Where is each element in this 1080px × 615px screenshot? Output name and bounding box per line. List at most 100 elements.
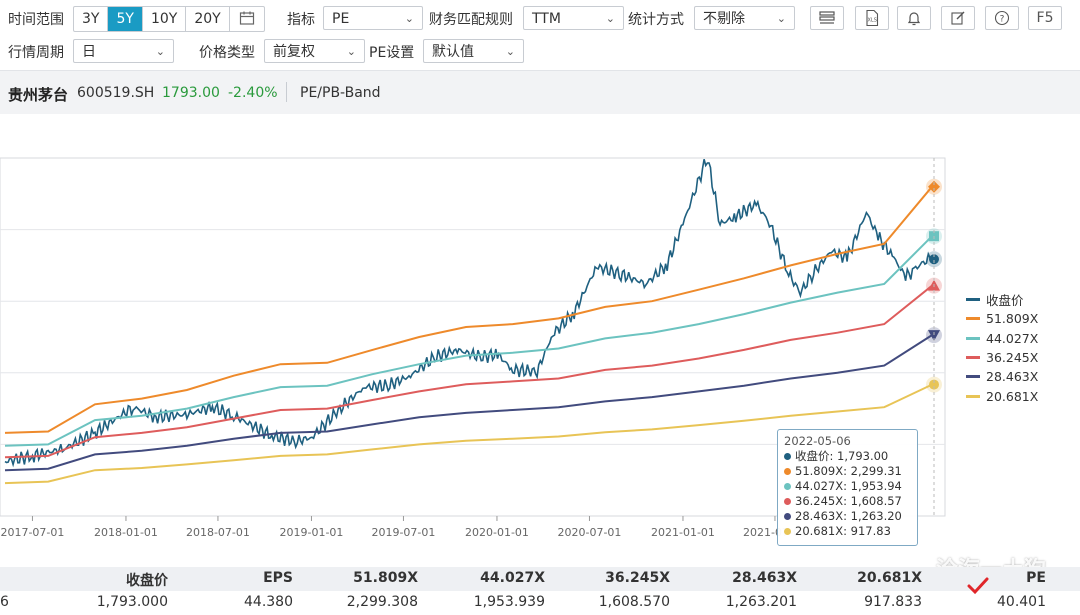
tooltip-text: 44.027X: 1,953.94 — [795, 479, 902, 493]
chevron-down-icon: ⌄ — [346, 45, 356, 58]
series-end-marker — [929, 254, 939, 265]
range-20y-button[interactable]: 20Y — [186, 7, 230, 31]
table-row: 6 1,793.000 44.380 2,299.308 1,953.939 1,608.… — [0, 591, 1080, 615]
stock-price: 1793.00 — [162, 85, 220, 101]
tooltip-dot — [784, 528, 791, 535]
stat-method-label: 统计方式 — [628, 12, 684, 28]
range-5y-button[interactable]: 5Y — [108, 7, 143, 31]
chevron-down-icon: ⌄ — [505, 45, 515, 58]
chart-panel: 2017-07-01 2018-01-01 2018-07-01 2019-01-01… — [0, 114, 1080, 583]
series-line — [4, 186, 933, 434]
tooltip-dot — [784, 483, 791, 490]
table-header: 收盘价 EPS 51.809X 44.027X 36.245X 28.463X 20.681… — [0, 567, 1080, 591]
x-tick-label: 2020-01-01 — [465, 526, 529, 539]
legend-swatch — [966, 394, 980, 398]
edit-button[interactable] — [941, 6, 975, 30]
finance-rule-label: 财务匹配规则 — [429, 12, 513, 28]
x-tick-label: 2019-01-01 — [279, 526, 343, 539]
legend-swatch — [966, 375, 980, 379]
table-header-cell[interactable]: 51.809X — [353, 570, 418, 586]
series-line — [4, 284, 933, 459]
tooltip-dot — [784, 468, 791, 475]
legend-swatch — [966, 336, 980, 340]
tooltip-dot — [784, 453, 791, 460]
legend-item[interactable]: 36.245X — [966, 348, 1076, 367]
stock-change: -2.40% — [228, 85, 278, 101]
refresh-f5-button[interactable]: F5 — [1028, 6, 1062, 30]
calendar-icon — [239, 11, 254, 25]
table-header-cell[interactable]: PE — [1026, 570, 1046, 586]
legend-label: 28.463X — [986, 369, 1039, 385]
table-header-cell[interactable]: 44.027X — [480, 570, 545, 586]
help-icon: ? — [994, 10, 1010, 26]
legend-swatch — [966, 356, 980, 360]
range-10y-button[interactable]: 10Y — [143, 7, 187, 31]
stat-method-select[interactable]: 不剔除 ⌄ — [694, 6, 795, 30]
legend-item[interactable]: 44.027X — [966, 329, 1076, 348]
table-header-cell[interactable]: EPS — [263, 570, 293, 586]
period-label: 行情周期 — [8, 45, 64, 61]
legend-swatch — [966, 317, 980, 321]
chevron-down-icon: ⌄ — [776, 12, 786, 25]
tooltip-row: 收盘价: 1,793.00 — [784, 449, 911, 464]
table-header-cell[interactable]: 36.245X — [605, 570, 670, 586]
chevron-down-icon: ⌄ — [155, 45, 165, 58]
plot-area — [0, 157, 946, 517]
stock-header: 贵州茅台 600519.SH 1793.00 -2.40% PE/PB-Band — [0, 72, 1080, 114]
price-type-select[interactable]: 前复权 ⌄ — [264, 39, 365, 63]
series-line — [4, 383, 933, 485]
tooltip-date: 2022-05-06 — [784, 434, 851, 448]
chart-legend: 收盘价 51.809X 44.027X 36.245X 28.463X 20.681X — [966, 290, 1076, 406]
tooltip-row: 28.463X: 1,263.20 — [784, 509, 911, 524]
table-cell: 6 — [0, 594, 9, 610]
export-xls-button[interactable]: XLS — [855, 6, 889, 30]
time-range-label: 时间范围 — [8, 12, 64, 28]
tooltip-row: 20.681X: 917.83 — [784, 524, 911, 539]
legend-item[interactable]: 收盘价 — [966, 290, 1076, 309]
x-tick-label: 2019-07-01 — [371, 526, 435, 539]
legend-label: 51.809X — [986, 311, 1039, 327]
chart-tooltip: 2022-05-06 收盘价: 1,793.00 51.809X: 2,299.3… — [777, 429, 918, 546]
table-cell: 40.401 — [997, 594, 1046, 610]
tooltip-text: 20.681X: 917.83 — [795, 524, 891, 538]
series-end-marker — [928, 180, 940, 193]
legend-item[interactable]: 28.463X — [966, 367, 1076, 386]
finance-rule-select[interactable]: TTM ⌄ — [523, 6, 624, 30]
table-cell: 1,793.000 — [96, 594, 168, 610]
help-button[interactable]: ? — [985, 6, 1019, 30]
table-cell: 917.833 — [864, 594, 922, 610]
pe-setting-value: 默认值 — [432, 44, 474, 60]
legend-item[interactable]: 20.681X — [966, 386, 1076, 405]
table-header-cell[interactable]: 20.681X — [857, 570, 922, 586]
x-tick-label: 2018-07-01 — [186, 526, 250, 539]
table-cell: 44.380 — [244, 594, 293, 610]
stat-method-value: 不剔除 — [703, 11, 745, 27]
tooltip-dot — [784, 513, 791, 520]
pe-setting-select[interactable]: 默认值 ⌄ — [423, 39, 524, 63]
calendar-button[interactable] — [230, 7, 264, 31]
table-header-cell[interactable]: 收盘价 — [126, 573, 168, 589]
table-header-cell[interactable]: 28.463X — [732, 570, 797, 586]
pe-setting-label: PE设置 — [369, 45, 415, 61]
checkmark-icon — [967, 577, 989, 595]
pe-band-chart[interactable]: 2017-07-01 2018-01-01 2018-07-01 2019-01-01… — [0, 114, 1080, 570]
tooltip-row: 51.809X: 2,299.31 — [784, 464, 911, 479]
layout-button[interactable] — [810, 6, 844, 30]
view-name: PE/PB-Band — [300, 85, 381, 101]
range-3y-button[interactable]: 3Y — [74, 7, 109, 31]
indicator-select[interactable]: PE ⌄ — [323, 6, 423, 30]
stock-name: 贵州茅台 — [8, 86, 69, 104]
legend-label: 36.245X — [986, 350, 1039, 366]
price-type-value: 前复权 — [273, 44, 315, 60]
series-line — [4, 159, 933, 468]
legend-item[interactable]: 51.809X — [966, 309, 1076, 328]
toolbar: 时间范围 3Y 5Y 10Y 20Y 指标 PE ⌄ 财务匹配规则 TTM ⌄ … — [0, 0, 1080, 71]
table-cell: 1,953.939 — [473, 594, 545, 610]
indicator-label: 指标 — [287, 12, 315, 28]
series-end-marker — [929, 379, 939, 390]
alert-button[interactable] — [897, 6, 931, 30]
time-range-selector: 3Y 5Y 10Y 20Y — [73, 6, 265, 32]
legend-swatch — [966, 298, 980, 302]
x-tick-label: 2017-07-01 — [0, 526, 64, 539]
period-select[interactable]: 日 ⌄ — [73, 39, 174, 63]
